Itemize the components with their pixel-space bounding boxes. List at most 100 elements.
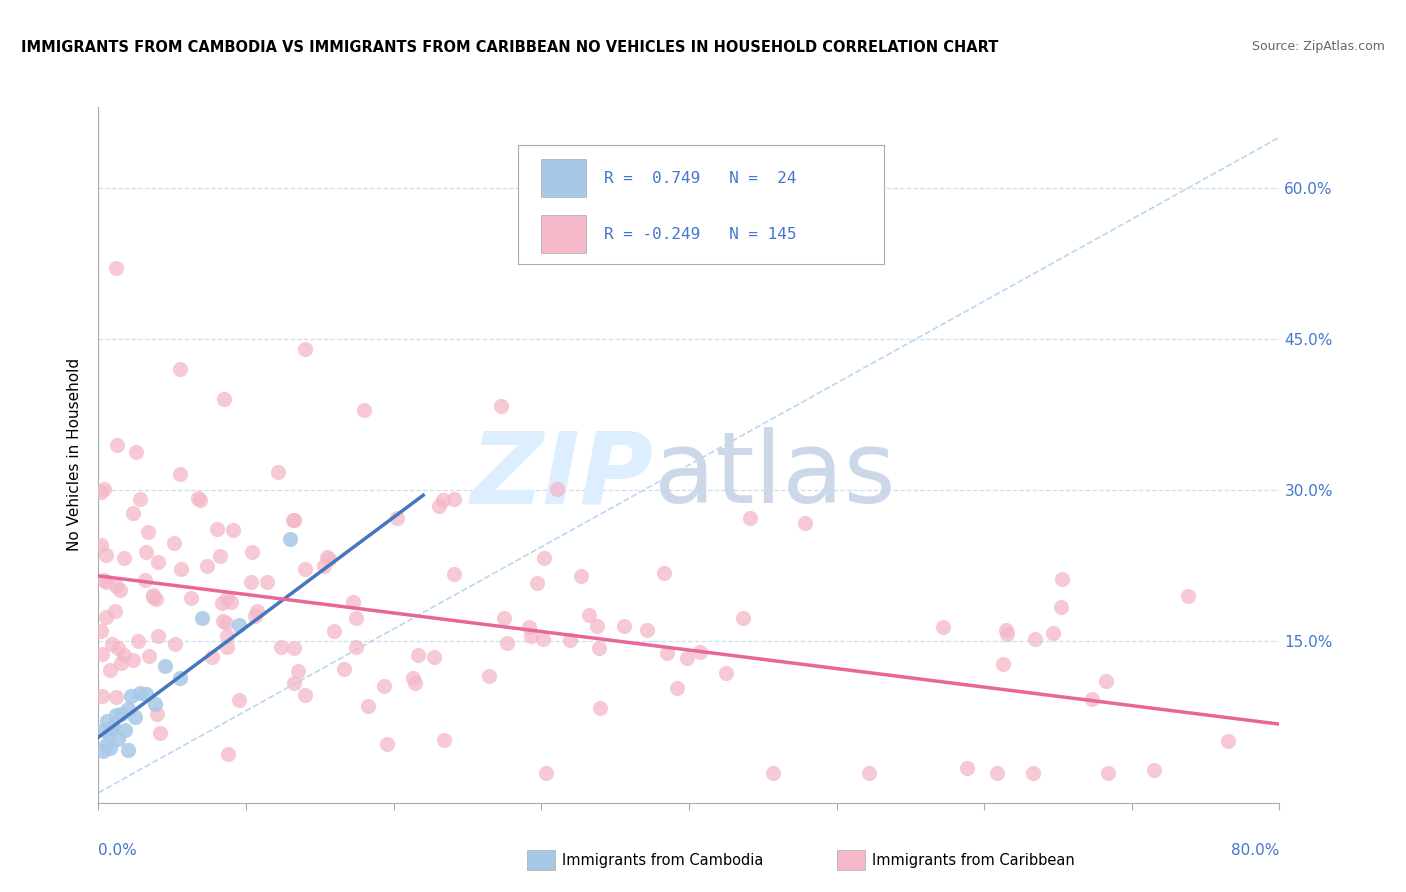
Point — [107, 640, 129, 655]
Point — [101, 637, 124, 651]
Point — [122, 506, 145, 520]
Point — [228, 692, 250, 706]
Point — [90, 648, 112, 662]
Point — [138, 648, 160, 663]
Point — [240, 575, 263, 590]
Point — [217, 629, 239, 643]
Point — [243, 608, 266, 623]
Point — [211, 596, 233, 610]
Point — [533, 632, 555, 646]
Point — [578, 607, 600, 622]
Point — [135, 687, 157, 701]
Point — [153, 658, 176, 673]
Point — [858, 765, 880, 780]
Point — [404, 675, 426, 690]
Point — [533, 551, 555, 566]
Point — [636, 623, 658, 637]
Point — [280, 532, 302, 546]
Point — [406, 648, 429, 662]
Point — [281, 513, 304, 527]
Point — [163, 637, 186, 651]
Point — [294, 688, 316, 702]
Point — [90, 484, 112, 499]
Point — [427, 500, 450, 514]
Point — [228, 618, 250, 632]
Point — [665, 681, 688, 696]
Point — [94, 739, 117, 753]
Point — [129, 491, 152, 506]
Point — [1097, 765, 1119, 780]
Point — [97, 727, 120, 741]
Text: R = -0.249   N = 145: R = -0.249 N = 145 — [605, 227, 796, 242]
Point — [93, 573, 115, 587]
Point — [191, 611, 214, 625]
Point — [652, 566, 675, 580]
Point — [1218, 734, 1240, 748]
Point — [762, 765, 785, 780]
Point — [738, 511, 761, 525]
Point — [657, 646, 679, 660]
Point — [312, 559, 335, 574]
Point — [112, 648, 135, 662]
Point — [146, 629, 169, 643]
Point — [142, 588, 165, 602]
Point — [793, 516, 815, 530]
Point — [332, 662, 354, 676]
Point — [1142, 763, 1164, 777]
Point — [1050, 572, 1073, 586]
Point — [496, 635, 519, 649]
Point — [588, 700, 610, 714]
Point — [212, 392, 235, 407]
Point — [169, 362, 191, 376]
FancyBboxPatch shape — [541, 215, 586, 253]
Point — [478, 669, 501, 683]
Point — [103, 721, 125, 735]
Point — [956, 761, 979, 775]
Point — [143, 697, 166, 711]
Point — [215, 615, 238, 630]
Point — [517, 619, 540, 633]
Text: R =  0.749   N =  24: R = 0.749 N = 24 — [605, 171, 796, 186]
Point — [731, 611, 754, 625]
Point — [270, 640, 292, 654]
Point — [105, 438, 128, 452]
Point — [1094, 674, 1116, 689]
Point — [124, 710, 146, 724]
Point — [96, 714, 118, 728]
Point — [443, 566, 465, 581]
Point — [675, 651, 697, 665]
Point — [142, 590, 165, 604]
Point — [315, 549, 337, 564]
Point — [492, 610, 515, 624]
Point — [114, 723, 136, 737]
Point — [127, 633, 149, 648]
Point — [110, 657, 132, 671]
Text: Source: ZipAtlas.com: Source: ZipAtlas.com — [1251, 40, 1385, 54]
Point — [98, 741, 121, 756]
Point — [105, 708, 128, 723]
Point — [443, 492, 465, 507]
Point — [186, 491, 208, 505]
Point — [588, 640, 610, 655]
Point — [240, 545, 263, 559]
Point — [322, 624, 344, 639]
Point — [344, 610, 367, 624]
Point — [586, 619, 609, 633]
Point — [93, 723, 115, 737]
Point — [114, 551, 136, 566]
Point — [124, 445, 146, 459]
Point — [149, 726, 172, 740]
Point — [526, 576, 548, 591]
Point — [353, 402, 375, 417]
Point — [318, 552, 340, 566]
Point — [169, 671, 191, 685]
Point — [117, 743, 139, 757]
Point — [536, 765, 558, 780]
Point — [91, 744, 114, 758]
Point — [995, 627, 1018, 641]
Point — [201, 649, 224, 664]
Point — [357, 699, 380, 714]
Point — [221, 595, 243, 609]
Point — [170, 562, 193, 576]
Point — [267, 465, 290, 479]
